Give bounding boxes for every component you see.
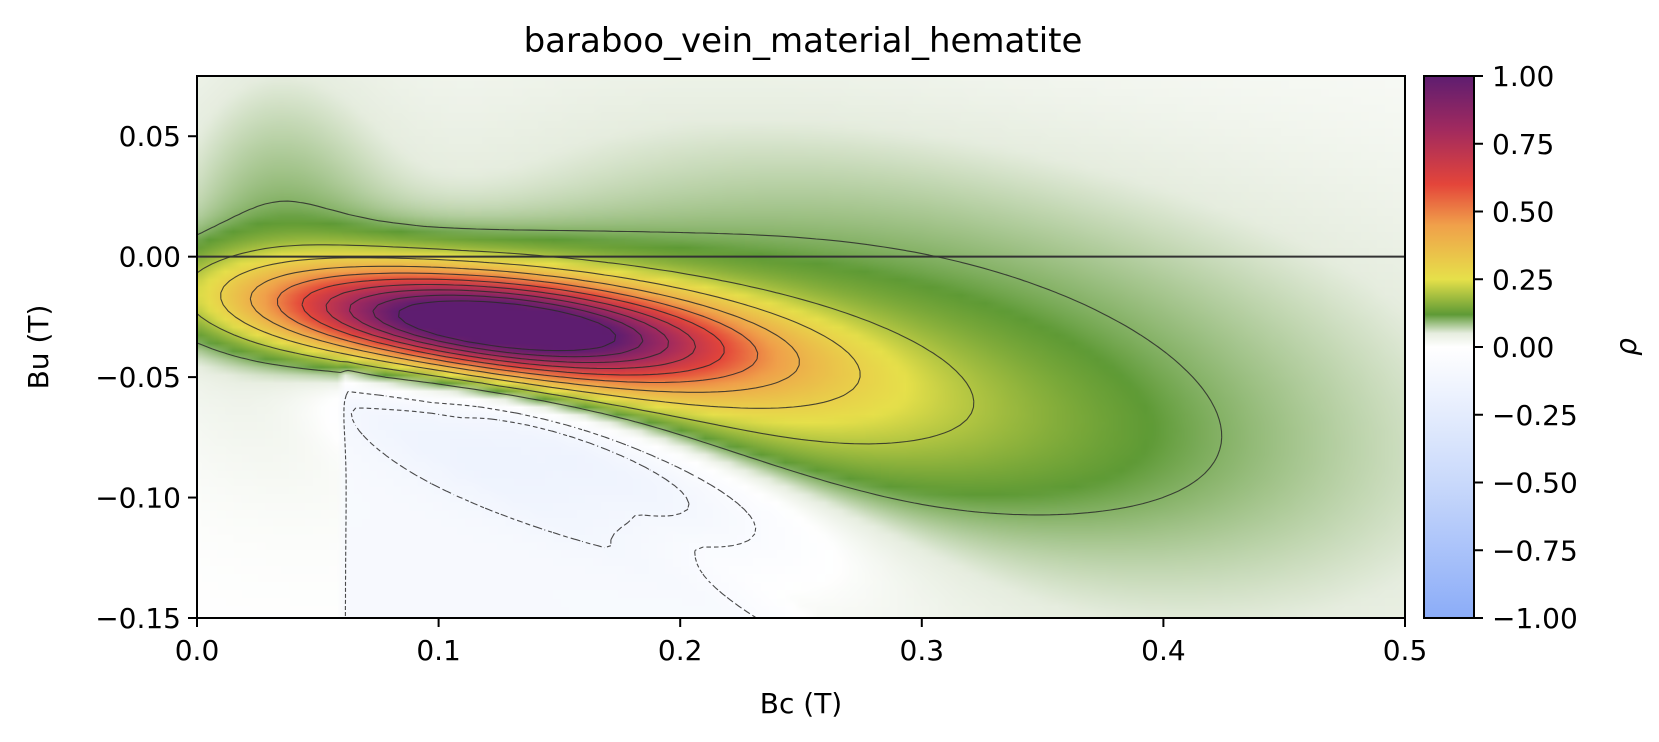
x-axis-label: Bc (T) bbox=[760, 687, 842, 720]
contour-positive bbox=[249, 265, 800, 393]
colorbar-ticks: 1.00 0.75 0.50 0.25 0.00 −0.25 −0.50 −0.75 −1.00 bbox=[1474, 60, 1578, 635]
y-axis-label: Bu (T) bbox=[22, 305, 55, 390]
x-tick-label: 0.5 bbox=[1383, 634, 1428, 667]
colorbar-gradient bbox=[1423, 75, 1475, 619]
heatmap-image bbox=[197, 76, 1405, 618]
x-tick-label: 0.3 bbox=[900, 634, 945, 667]
x-tick-label: 0.0 bbox=[175, 634, 220, 667]
y-tick-label: 0.05 bbox=[119, 120, 181, 153]
contour-positive bbox=[301, 278, 725, 376]
x-axis: 0.0 0.1 0.2 0.3 0.4 0.5 bbox=[175, 618, 1428, 667]
x-tick-label: 0.2 bbox=[658, 634, 703, 667]
contour-positive bbox=[348, 289, 670, 364]
contour-negative bbox=[343, 390, 757, 618]
contour-positive bbox=[398, 300, 617, 352]
colorbar-tick-label: 0.50 bbox=[1492, 196, 1554, 229]
contour-positive bbox=[220, 257, 861, 409]
colorbar-tick-label: −1.00 bbox=[1492, 602, 1578, 635]
colorbar-label: ρ bbox=[1610, 338, 1643, 356]
contour-negative bbox=[350, 407, 690, 549]
y-tick-label: −0.10 bbox=[95, 482, 181, 515]
plot-frame bbox=[196, 75, 1406, 619]
contour-positive bbox=[325, 283, 697, 370]
x-tick-label: 0.4 bbox=[1141, 634, 1186, 667]
y-axis: 0.05 0.00 −0.05 −0.10 −0.15 bbox=[95, 120, 197, 635]
y-tick-label: 0.00 bbox=[119, 241, 181, 274]
x-tick-label: 0.1 bbox=[416, 634, 461, 667]
colorbar-tick-label: −0.25 bbox=[1492, 399, 1578, 432]
y-tick-label: −0.15 bbox=[95, 602, 181, 635]
contour-positive bbox=[197, 200, 1223, 516]
plot-area bbox=[196, 75, 1406, 619]
colorbar-tick-label: 1.00 bbox=[1492, 60, 1554, 93]
contour-positive bbox=[276, 272, 759, 384]
colorbar-tick-label: −0.75 bbox=[1492, 534, 1578, 567]
colorbar-tick-label: −0.50 bbox=[1492, 467, 1578, 500]
colorbar: 1.00 0.75 0.50 0.25 0.00 −0.25 −0.50 −0.75 −1.00… bbox=[1423, 60, 1643, 635]
contour-positive bbox=[372, 294, 644, 358]
chart-title: baraboo_vein_material_hematite bbox=[524, 21, 1083, 61]
colorbar-tick-label: 0.00 bbox=[1492, 331, 1554, 364]
y-tick-label: −0.05 bbox=[95, 361, 181, 394]
contour-lines bbox=[197, 200, 1223, 618]
colorbar-tick-label: 0.75 bbox=[1492, 128, 1554, 161]
colorbar-tick-label: 0.25 bbox=[1492, 263, 1554, 296]
